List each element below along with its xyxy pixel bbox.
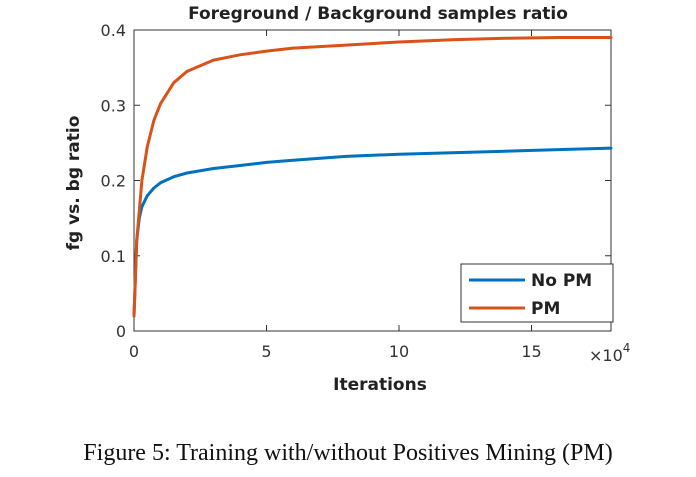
series-line-no-pm <box>132 146 613 318</box>
plot-area: 0 0.1 0.2 0.3 0.4 0 5 10 15 <box>101 21 613 361</box>
y-tick-label: 0.1 <box>101 247 126 266</box>
figure-caption: Figure 5: Training with/without Positive… <box>83 440 613 466</box>
legend-box <box>460 263 614 323</box>
legend: No PM PM <box>460 263 614 323</box>
series-lines <box>132 36 613 318</box>
line-chart: Foreground / Background samples ratio 00… <box>64 4 630 395</box>
y-axis-label: fg vs. bg ratio <box>64 116 84 251</box>
series-line-pm <box>132 36 613 318</box>
legend-label: No PM <box>531 271 592 291</box>
y-tick-label: 0.2 <box>101 172 126 191</box>
x-tick-label: 5 <box>261 342 271 361</box>
x-axis-label: Iterations <box>333 375 427 395</box>
x-tick-label: 0 <box>129 342 139 361</box>
y-tick-label: 0 <box>116 322 126 341</box>
x-tick-label: 10 <box>389 342 409 361</box>
y-tick-label: 0.4 <box>101 21 126 40</box>
y-tick-label: 0.3 <box>101 96 126 115</box>
x-tick-label: 15 <box>521 342 541 361</box>
legend-label: PM <box>531 299 560 319</box>
x-multiplier-label: ×104 <box>589 341 630 365</box>
x-axis: 0 5 10 15 <box>129 30 542 361</box>
chart-title: Foreground / Background samples ratio <box>188 4 568 24</box>
y-axis: 0 0.1 0.2 0.3 0.4 <box>101 21 611 341</box>
